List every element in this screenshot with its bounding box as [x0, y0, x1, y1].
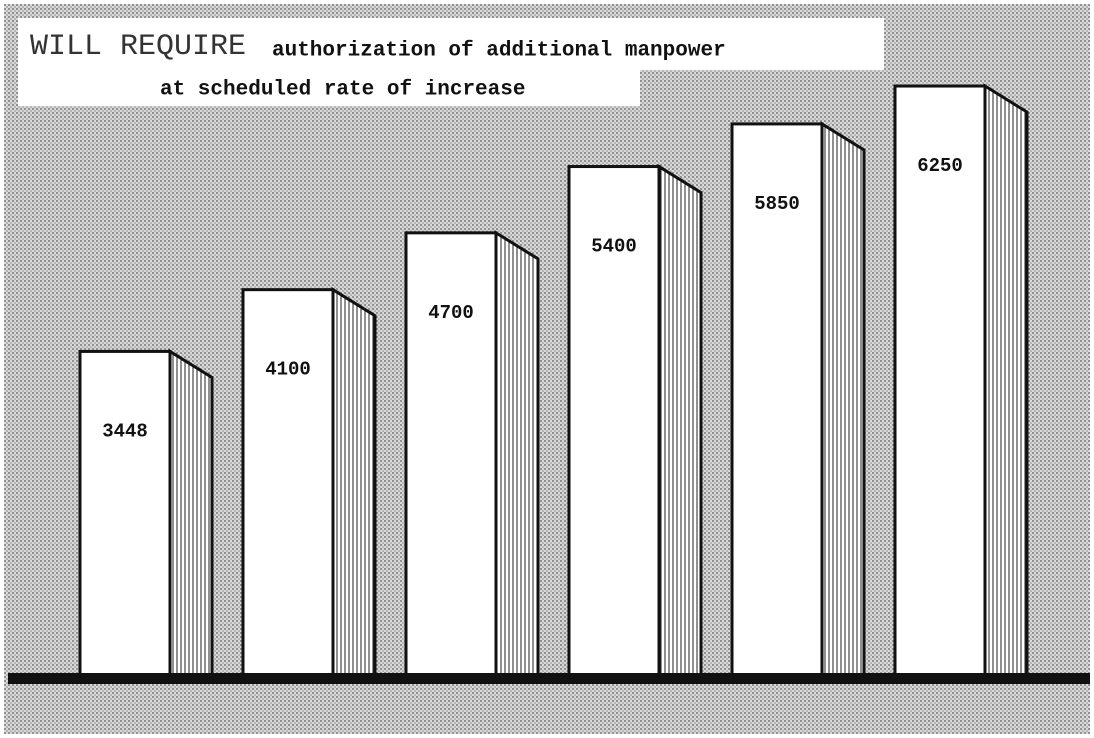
chart-title: at scheduled rate of increase — [160, 79, 525, 102]
title-box — [18, 68, 640, 106]
chart-title: WILL REQUIRE — [30, 30, 246, 64]
bar-side — [494, 230, 540, 680]
bar-side — [820, 121, 866, 680]
bar — [78, 349, 172, 680]
data-label: 4100 — [265, 359, 311, 381]
bar — [567, 165, 661, 680]
bar-side — [331, 286, 377, 680]
data-label: 5850 — [754, 193, 800, 215]
data-label: 5400 — [591, 236, 637, 258]
bar-side — [168, 348, 214, 680]
chart-title: authorization of additional manpower — [272, 40, 726, 63]
data-label: 3448 — [102, 420, 148, 442]
title-box — [18, 18, 884, 70]
bar — [404, 231, 498, 680]
data-label: 4700 — [428, 302, 474, 324]
data-label: 6250 — [917, 155, 963, 177]
bar-side — [657, 163, 703, 680]
bar-side — [983, 83, 1029, 680]
baseline — [8, 673, 1090, 684]
bar — [241, 288, 335, 680]
